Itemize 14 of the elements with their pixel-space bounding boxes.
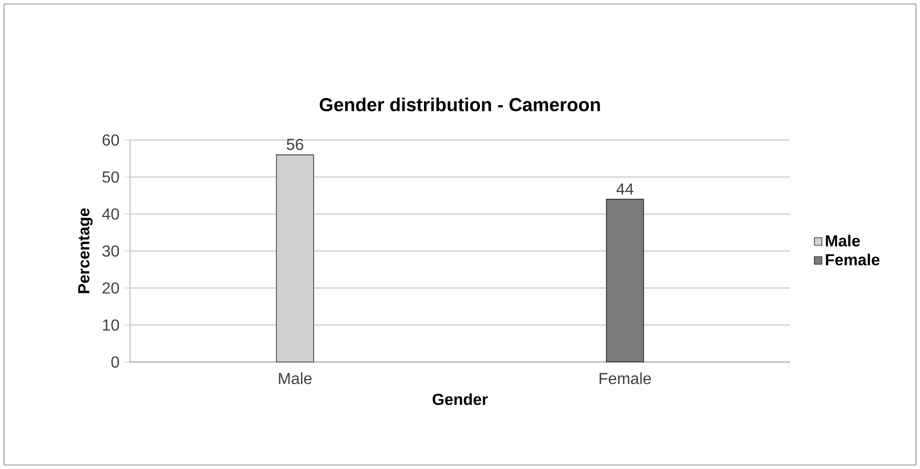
chart-title: Gender distribution - Cameroon: [320, 98, 600, 112]
y-tick-label: 50: [102, 171, 119, 183]
legend-label: Female: [826, 254, 880, 266]
data-label: 44: [616, 183, 634, 194]
y-tick-label: 40: [102, 208, 119, 220]
y-tick-label: 10: [103, 319, 119, 331]
data-label: 56: [286, 138, 304, 150]
y-tick-label: 30: [102, 245, 119, 257]
x-axis-title: Gender: [432, 393, 488, 406]
y-axis-title: Percentage: [78, 208, 93, 294]
y-tick-label: 60: [102, 134, 119, 146]
y-tick-label: 20: [102, 282, 119, 294]
legend-label: Male: [826, 234, 860, 246]
y-tick-label: 0: [111, 356, 119, 368]
